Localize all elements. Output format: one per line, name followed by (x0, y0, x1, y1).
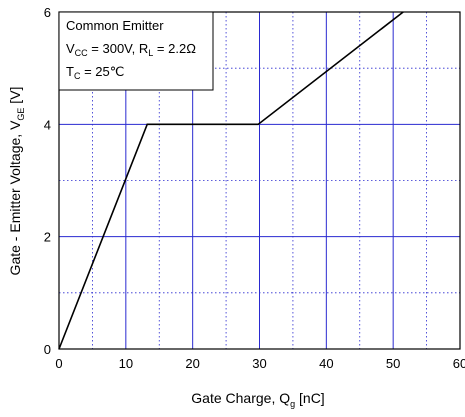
x-tick-label: 60 (453, 356, 465, 371)
condition-annotation: Common Emitter VCC = 300V, RL = 2.2Ω TC … (58, 11, 214, 91)
annotation-line-2: VCC = 300V, RL = 2.2Ω (66, 41, 196, 58)
y-tick-label: 6 (44, 5, 51, 20)
x-tick-label: 30 (252, 356, 266, 371)
x-tick-label: 40 (319, 356, 333, 371)
y-tick-label: 4 (44, 117, 51, 132)
y-tick-labels: 0 2 4 6 (44, 5, 51, 357)
y-tick-label: 0 (44, 342, 51, 357)
x-tick-label: 50 (386, 356, 400, 371)
x-tick-label: 10 (119, 356, 133, 371)
series-layer (58, 11, 404, 350)
x-tick-label: 20 (185, 356, 199, 371)
annotation-line-1: Common Emitter (66, 18, 164, 33)
annotation-box (58, 11, 214, 91)
x-tick-label: 0 (55, 356, 62, 371)
gate-charge-curve (58, 11, 404, 350)
annotation-line-3: TC = 25℃ (66, 64, 124, 81)
major-grid (59, 12, 460, 349)
plot-frame (58, 11, 461, 350)
y-tick-label: 2 (44, 230, 51, 245)
x-tick-labels: 0 10 20 30 40 50 60 (55, 356, 465, 371)
y-axis-label: Gate - Emitter Voltage, VGE [V] (7, 87, 26, 276)
x-axis-label: Gate Charge, Qg [nC] (191, 390, 324, 409)
